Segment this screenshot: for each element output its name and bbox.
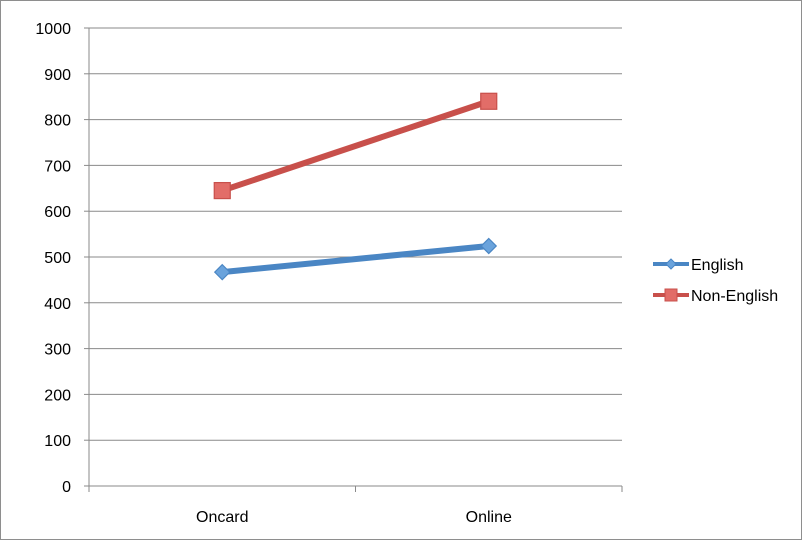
x-axis-tick-labels: Oncard Online xyxy=(196,509,512,526)
legend-marker-diamond xyxy=(665,258,677,270)
y-tick-label-500: 500 xyxy=(44,250,71,267)
legend-entry-english: English xyxy=(653,257,743,274)
series-english xyxy=(213,237,498,281)
axes xyxy=(84,27,623,492)
y-tick-label-200: 200 xyxy=(44,387,71,404)
gridlines xyxy=(89,27,622,441)
y-tick-label-400: 400 xyxy=(44,296,71,313)
y-axis-tick-labels: 0 100 200 300 400 500 600 700 800 900 1000 xyxy=(35,21,71,496)
legend: English Non-English xyxy=(653,257,778,305)
legend-label-non-english: Non-English xyxy=(691,288,778,305)
legend-entry-non-english: Non-English xyxy=(653,288,778,305)
x-tick-label-online: Online xyxy=(466,509,512,526)
x-tick-label-oncard: Oncard xyxy=(196,509,248,526)
data-point-non-english-online xyxy=(480,92,498,110)
y-tick-label-0: 0 xyxy=(62,479,71,496)
series-line-english xyxy=(219,243,492,276)
y-tick-label-300: 300 xyxy=(44,342,71,359)
y-tick-label-100: 100 xyxy=(44,433,71,450)
legend-marker-square xyxy=(664,288,678,302)
y-tick-label-600: 600 xyxy=(44,204,71,221)
data-point-non-english-oncard xyxy=(213,181,231,200)
y-tick-label-700: 700 xyxy=(44,158,71,175)
y-tick-label-1000: 1000 xyxy=(35,21,71,38)
y-tick-label-800: 800 xyxy=(44,113,71,130)
series-line-non-english xyxy=(219,98,492,194)
series xyxy=(213,92,498,281)
series-non-english xyxy=(213,92,498,200)
legend-label-english: English xyxy=(691,257,743,274)
data-point-english-online xyxy=(480,237,498,255)
y-tick-label-900: 900 xyxy=(44,67,71,84)
data-point-english-oncard xyxy=(213,263,231,281)
